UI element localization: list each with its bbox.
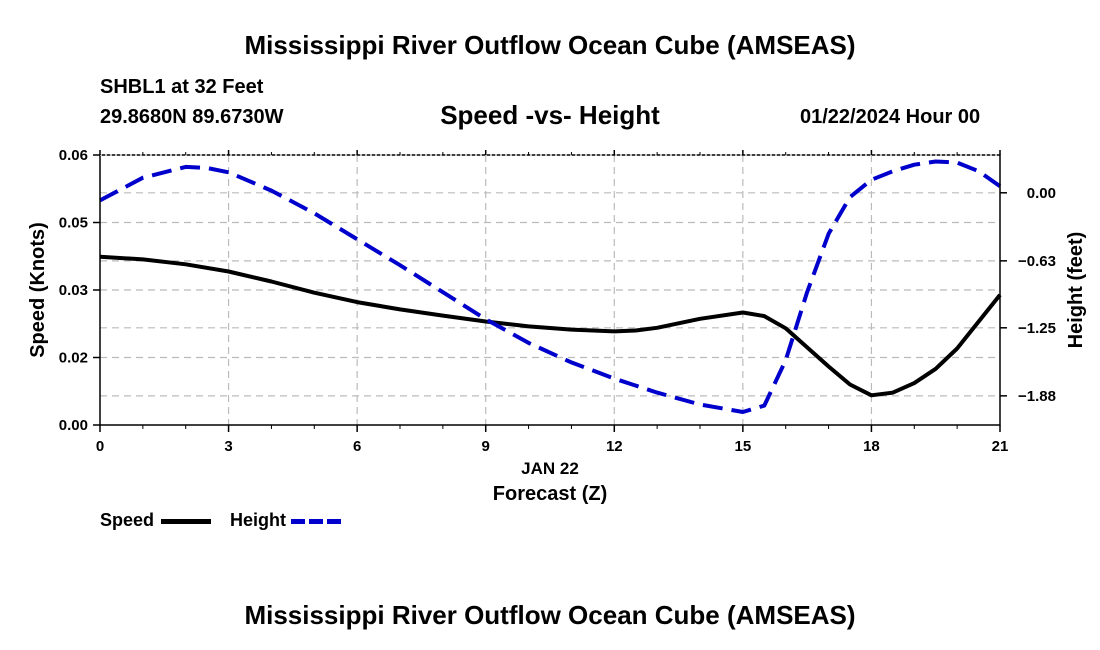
y-axis-left-label: Speed (Knots) bbox=[27, 222, 49, 358]
series-layer bbox=[99, 159, 1002, 414]
legend-height: Height bbox=[230, 510, 344, 531]
legend-speed-swatch bbox=[161, 518, 212, 524]
footer-title: Mississippi River Outflow Ocean Cube (AM… bbox=[244, 600, 856, 630]
x-axis-label: Forecast (Z) bbox=[493, 483, 607, 505]
x-axis-date-label: JAN 22 bbox=[521, 459, 579, 478]
x-tick-label: 21 bbox=[992, 438, 1009, 455]
legend-height-swatch bbox=[291, 518, 344, 524]
x-tick-label: 9 bbox=[482, 438, 490, 455]
grid-layer bbox=[100, 155, 1000, 425]
y-right-tick-label: −0.63 bbox=[1018, 253, 1056, 270]
speed-height-chart: 0 3 6 9 12 15 18 21 0.00 0.02 0.03 0.05 0.06 0.00 −0.6… bbox=[27, 147, 1087, 505]
legend-height-label: Height bbox=[230, 510, 286, 530]
y-left-tick-label: 0.03 bbox=[59, 282, 88, 299]
x-tick-label: 18 bbox=[863, 438, 880, 455]
chart-title: Speed -vs- Height bbox=[440, 100, 660, 130]
y-left-tick-label: 0.06 bbox=[59, 147, 88, 164]
y-left-tick-label: 0.02 bbox=[59, 350, 88, 367]
x-tick-label: 3 bbox=[224, 438, 232, 455]
legend-speed-label: Speed bbox=[100, 510, 155, 530]
y-right-tick-label: 0.00 bbox=[1027, 185, 1056, 202]
series-line-height bbox=[99, 159, 1002, 414]
axes-layer: 0 3 6 9 12 15 18 21 0.00 0.02 0.03 0.05 0.06 0.00 −0.6… bbox=[59, 147, 1056, 455]
x-tick-label: 6 bbox=[353, 438, 361, 455]
coordinates-label: 29.8680N 89.6730W bbox=[100, 106, 284, 128]
series-line-speed bbox=[99, 254, 1002, 398]
y-right-tick-label: −1.88 bbox=[1018, 388, 1056, 405]
y-left-tick-label: 0.05 bbox=[59, 215, 88, 232]
station-label: SHBL1 at 32 Feet bbox=[100, 76, 264, 98]
page-title: Mississippi River Outflow Ocean Cube (AM… bbox=[244, 30, 856, 60]
date-label: 01/22/2024 Hour 00 bbox=[800, 106, 981, 128]
y-left-tick-label: 0.00 bbox=[59, 417, 88, 434]
y-axis-right-label: Height (feet) bbox=[1065, 232, 1087, 349]
x-tick-label: 0 bbox=[96, 438, 104, 455]
legend-speed: Speed bbox=[100, 510, 212, 531]
y-right-tick-label: −1.25 bbox=[1018, 320, 1056, 337]
x-tick-label: 12 bbox=[606, 438, 623, 455]
x-tick-label: 15 bbox=[735, 438, 752, 455]
